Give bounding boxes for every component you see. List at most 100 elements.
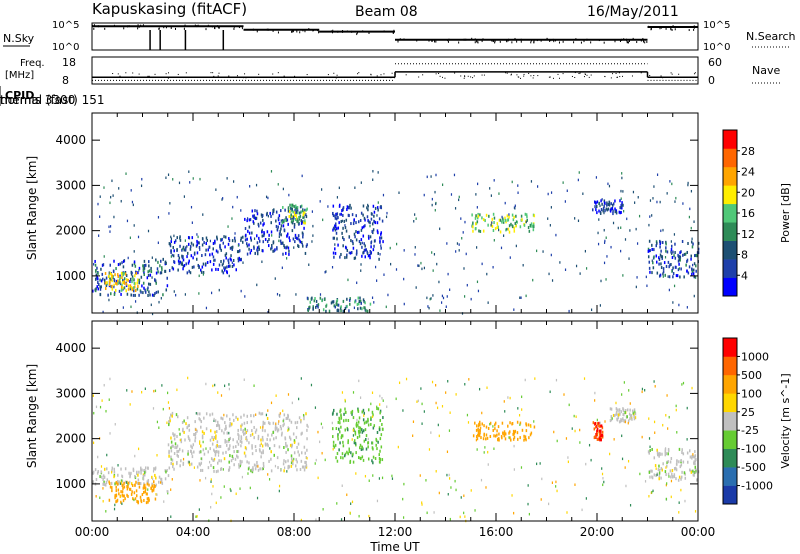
data-cell xyxy=(448,429,451,432)
data-cell xyxy=(623,381,625,384)
data-cell xyxy=(158,480,160,484)
data-cell xyxy=(181,254,183,258)
data-cell xyxy=(644,480,647,483)
data-cell xyxy=(654,385,656,388)
data-cell xyxy=(182,457,185,461)
data-cell xyxy=(216,440,219,444)
data-cell xyxy=(212,466,215,470)
data-cell xyxy=(693,262,696,266)
data-cell xyxy=(133,281,136,285)
data-cell xyxy=(367,419,369,423)
data-cell xyxy=(293,211,296,215)
data-cell xyxy=(244,238,247,242)
data-cell xyxy=(672,250,674,254)
data-cell xyxy=(370,422,372,426)
data-cell xyxy=(143,486,146,490)
data-cell xyxy=(254,251,256,255)
data-cell xyxy=(359,457,362,461)
data-cell xyxy=(665,264,668,268)
data-cell xyxy=(148,260,150,264)
data-cell xyxy=(674,200,676,203)
data-cell xyxy=(212,262,215,266)
data-cell xyxy=(302,235,304,239)
data-cell xyxy=(583,377,586,380)
data-cell xyxy=(661,256,663,260)
data-cell xyxy=(306,423,308,427)
data-cell xyxy=(123,281,126,285)
data-cell xyxy=(402,497,404,501)
data-cell xyxy=(120,479,123,483)
data-cell xyxy=(95,273,98,277)
data-cell xyxy=(269,438,271,442)
data-cell xyxy=(341,391,344,394)
nave-sample xyxy=(574,76,576,78)
data-cell xyxy=(202,448,205,452)
data-cell xyxy=(126,292,129,296)
data-cell xyxy=(421,402,423,406)
data-cell xyxy=(648,494,650,498)
data-cell xyxy=(550,253,552,257)
data-cell xyxy=(474,227,477,231)
nave-sample xyxy=(578,73,580,75)
data-cell xyxy=(278,221,281,225)
data-cell xyxy=(184,239,186,242)
data-cell xyxy=(205,412,208,416)
data-cell xyxy=(648,437,651,440)
data-cell xyxy=(502,219,505,223)
data-cell xyxy=(339,255,341,259)
data-cell xyxy=(278,445,281,449)
data-cell xyxy=(122,273,124,277)
data-cell xyxy=(461,236,463,240)
data-cell xyxy=(99,195,101,198)
data-cell xyxy=(627,421,629,425)
data-cell xyxy=(648,266,651,270)
data-cell xyxy=(608,200,611,204)
data-cell xyxy=(224,438,226,442)
data-cell xyxy=(679,465,682,469)
data-cell xyxy=(210,463,212,467)
data-cell xyxy=(131,271,133,275)
data-cell xyxy=(346,304,348,308)
colorbar-swatch xyxy=(723,467,737,486)
data-cell xyxy=(629,402,631,405)
data-cell xyxy=(170,446,172,450)
data-cell xyxy=(287,393,290,396)
data-cell xyxy=(249,185,251,188)
data-cell xyxy=(449,517,451,521)
data-cell xyxy=(372,178,374,182)
data-cell xyxy=(211,412,214,416)
data-cell xyxy=(689,455,692,459)
data-cell xyxy=(111,287,114,291)
data-cell xyxy=(143,471,146,475)
data-cell xyxy=(672,275,674,279)
data-cell xyxy=(372,455,375,459)
data-cell xyxy=(297,442,300,446)
data-cell xyxy=(354,441,357,445)
data-cell xyxy=(342,444,345,448)
nave-sample xyxy=(622,75,624,77)
data-cell xyxy=(123,271,125,275)
data-cell xyxy=(137,284,139,288)
data-cell xyxy=(178,447,181,451)
data-cell xyxy=(620,205,622,209)
data-cell xyxy=(126,487,129,491)
data-cell xyxy=(244,295,246,298)
data-cell xyxy=(629,417,631,421)
data-cell xyxy=(669,460,672,464)
data-cell xyxy=(479,229,482,233)
data-cell xyxy=(562,181,564,184)
data-cell xyxy=(656,451,659,455)
data-cell xyxy=(463,295,466,298)
data-cell xyxy=(168,466,171,470)
data-cell xyxy=(594,399,596,402)
data-cell xyxy=(243,421,246,425)
data-cell xyxy=(629,229,631,232)
data-cell xyxy=(270,469,273,473)
data-cell xyxy=(367,208,369,212)
data-cell xyxy=(198,450,201,454)
data-cell xyxy=(146,480,149,484)
data-cell xyxy=(352,416,355,420)
data-cell xyxy=(198,508,200,511)
data-cell xyxy=(367,203,369,207)
